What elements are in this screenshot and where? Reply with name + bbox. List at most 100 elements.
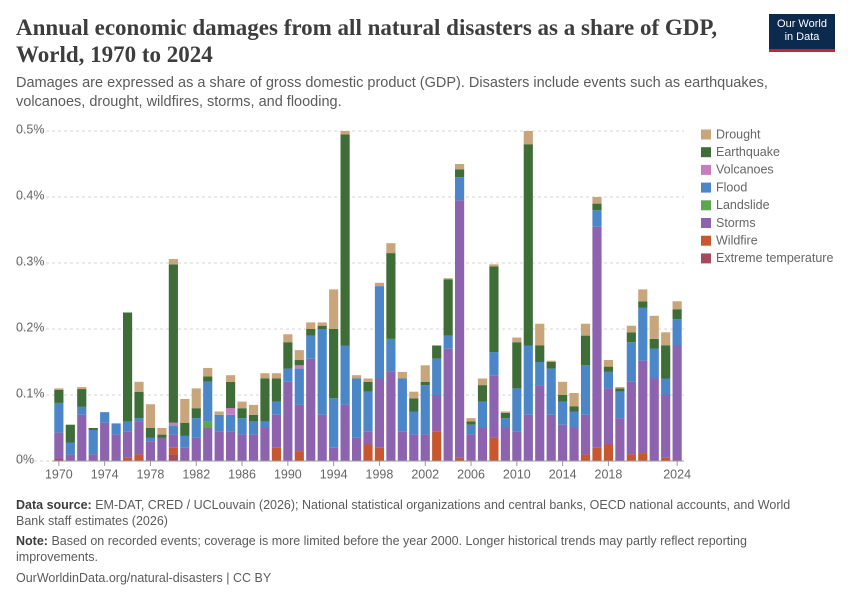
legend-swatch — [701, 147, 711, 158]
x-tick-label: 1994 — [320, 467, 348, 481]
x-tick-label: 1990 — [274, 467, 302, 481]
bar-segment — [180, 435, 190, 448]
bar-segment — [100, 422, 110, 461]
bar-segment — [455, 177, 465, 201]
bar-segment — [134, 381, 144, 392]
bar-segment — [603, 371, 614, 389]
legend-label: Extreme temperature — [716, 251, 833, 265]
bar-segment — [397, 378, 407, 432]
bar-segment — [306, 335, 316, 359]
bar-segment — [77, 387, 87, 390]
y-tick-label: 0.1% — [16, 386, 45, 400]
bar-segment — [168, 426, 178, 435]
bar-segment — [260, 373, 270, 379]
legend-swatch — [701, 253, 711, 264]
bar-segment — [237, 434, 247, 461]
bar-segment — [248, 414, 259, 422]
bar-segment — [317, 322, 327, 326]
bar-segment — [317, 414, 327, 461]
bar-segment — [191, 437, 201, 461]
bar-segment — [580, 414, 591, 455]
bar-segment — [615, 388, 625, 392]
bar-segment — [500, 412, 510, 419]
bar-segment — [489, 352, 499, 376]
bar-segment — [592, 210, 602, 227]
source-text: EM-DAT, CRED / UCLouvain (2026); Nationa… — [16, 498, 791, 528]
bar-segment — [661, 378, 671, 395]
bar-segment — [329, 398, 339, 448]
note-label: Note: — [16, 534, 48, 548]
bar-segment — [558, 381, 568, 395]
bar-segment — [523, 144, 533, 346]
bar-segment — [294, 368, 304, 405]
x-tick-label: 2010 — [503, 467, 531, 481]
bar-segment — [248, 404, 259, 415]
bar-segment — [443, 335, 453, 349]
bar-segment — [363, 378, 373, 382]
bar-segment — [661, 345, 671, 379]
bar-segment — [122, 421, 133, 432]
bar-segment — [100, 412, 110, 423]
legend-label: Volcanoes — [716, 163, 774, 177]
bar-segment — [294, 350, 304, 361]
bar-segment — [363, 381, 373, 392]
bar-segment — [294, 365, 304, 369]
legend-swatch — [701, 235, 711, 246]
bar-segment — [260, 378, 270, 422]
bar-segment — [638, 453, 648, 461]
logo-line: in Data — [784, 31, 820, 43]
bar-segment — [306, 322, 316, 329]
bar-segment — [455, 457, 465, 461]
bar-segment — [512, 342, 522, 389]
bar-segment — [145, 428, 156, 438]
logo[interactable]: Our World in Data — [769, 14, 835, 52]
bar-segment — [397, 431, 407, 461]
bar-segment — [54, 402, 64, 433]
bar-segment — [546, 362, 556, 369]
bar-segment — [180, 398, 190, 423]
bar-segment — [363, 444, 373, 461]
chart: 0% 0.1% 0.2% 0.3% 0.4% 0.5% 1970 1974 1978 1982 19… — [16, 122, 833, 481]
bar-segment — [226, 414, 236, 432]
bar-segment — [626, 454, 636, 461]
x-tick-label: 2018 — [595, 467, 623, 481]
bar-segment — [466, 421, 476, 425]
bar-segment — [649, 338, 659, 349]
bar-segment — [661, 457, 671, 461]
x-tick-label: 2014 — [549, 467, 577, 481]
bar-segment — [77, 389, 87, 407]
bar-segment — [122, 312, 133, 422]
bar-segment — [340, 345, 350, 405]
bar-segment — [477, 378, 488, 386]
bar-segment — [340, 404, 350, 461]
bar-segment — [455, 169, 465, 178]
bar-segment — [432, 345, 442, 359]
bar-segment — [546, 414, 556, 461]
bar-segment — [168, 259, 178, 265]
bar-segment — [386, 243, 396, 254]
url[interactable]: OurWorldinData.org/natural-disasters | C… — [16, 571, 272, 585]
bar-segment — [180, 447, 190, 461]
note-text: Based on recorded events; coverage is mo… — [16, 534, 747, 564]
bar-segment — [489, 375, 499, 438]
bar-segment — [489, 437, 499, 461]
bar-segment — [603, 366, 614, 372]
bar-segment — [214, 414, 224, 432]
bar-segment — [592, 447, 602, 461]
bar-segment — [317, 325, 327, 329]
bar-segment — [535, 362, 545, 386]
bar-segment — [340, 134, 350, 346]
bar-segment — [111, 423, 121, 435]
bar-segment — [672, 319, 682, 346]
bar-segment — [191, 388, 201, 409]
x-tick-label: 1986 — [228, 467, 256, 481]
bar-segment — [569, 411, 579, 428]
bar-segment — [168, 264, 178, 423]
bar-segment — [226, 408, 236, 415]
x-tick-label: 1974 — [91, 467, 119, 481]
bar-segment — [203, 428, 213, 461]
bar-segment — [466, 434, 476, 461]
logo-line: Our World — [777, 18, 827, 30]
bar-segment — [409, 398, 419, 412]
bar-segment — [283, 334, 293, 343]
